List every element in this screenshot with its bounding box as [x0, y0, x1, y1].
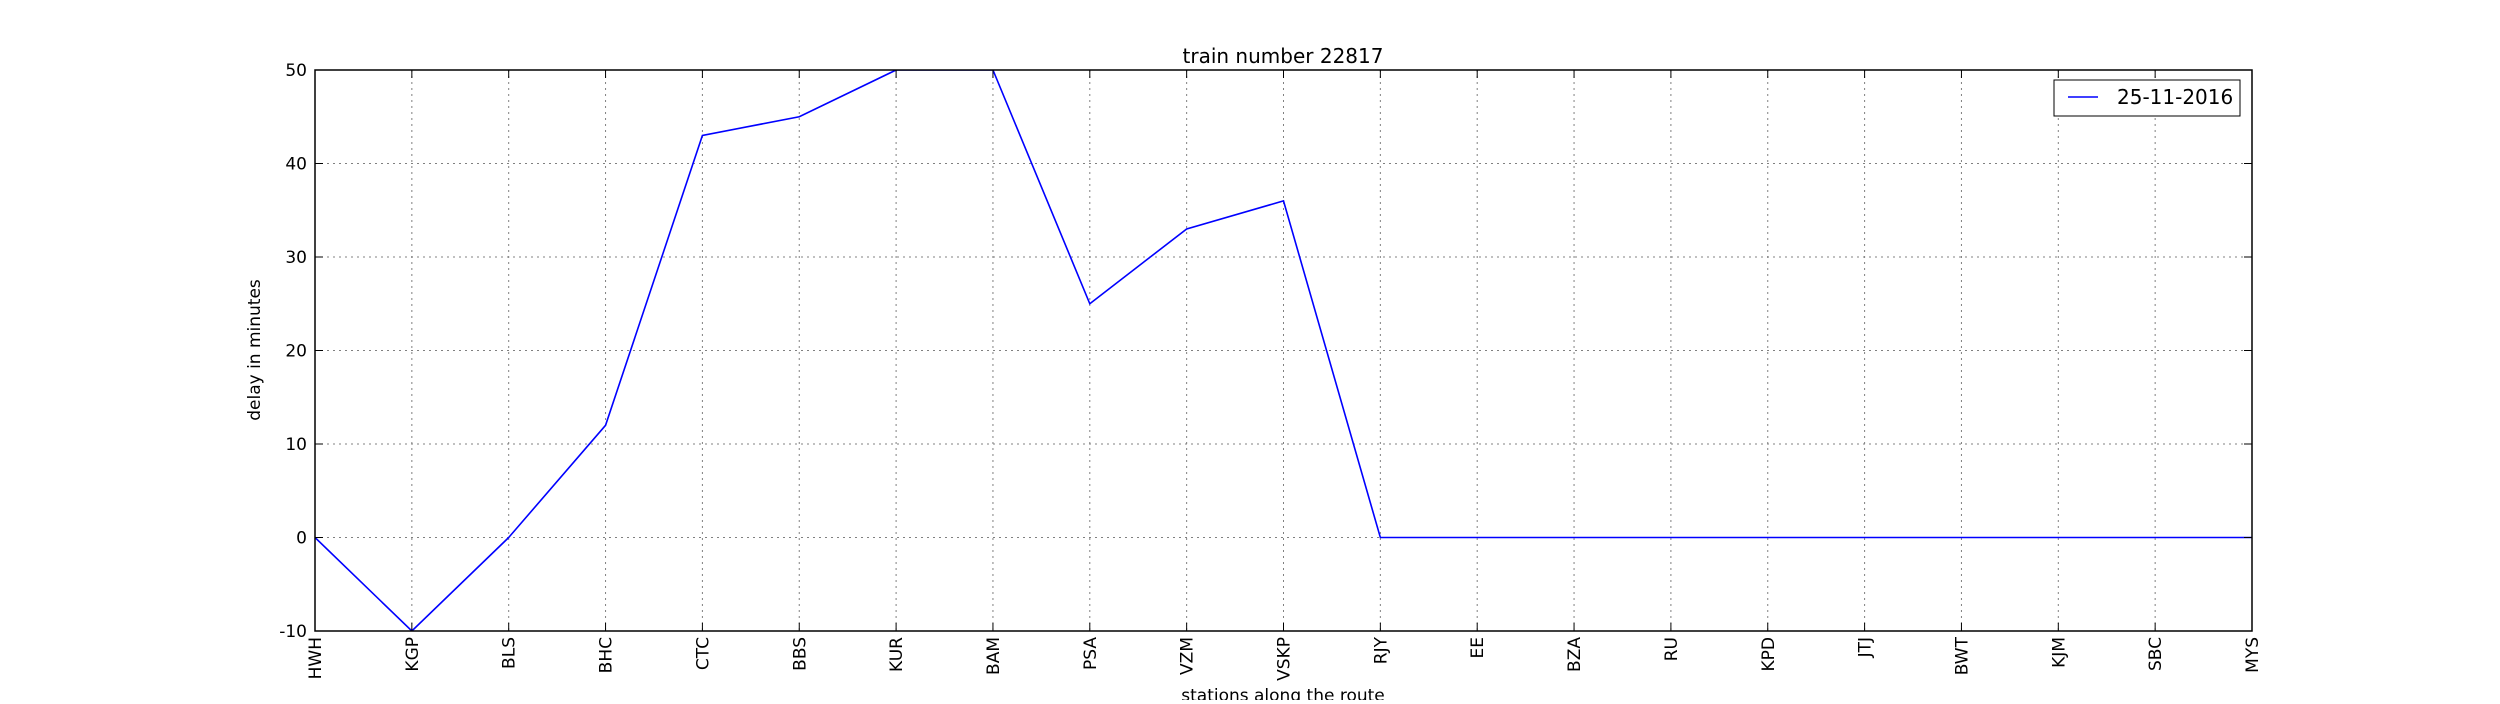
x-tick-label: EE: [1468, 637, 1488, 658]
x-axis-label: stations along the route: [1181, 686, 1385, 700]
y-tick-label: 0: [296, 529, 307, 549]
y-tick-label: 40: [285, 155, 307, 175]
x-tick-label: VZM: [1178, 637, 1198, 675]
x-tick-label: KUR: [887, 637, 907, 672]
x-tick-label: BZA: [1565, 637, 1585, 672]
legend: 25-11-2016: [2054, 80, 2240, 116]
y-tick-label: 20: [285, 342, 307, 362]
x-tick-label: BAM: [984, 637, 1004, 675]
y-tick-label: 10: [285, 435, 307, 455]
x-tick-label: BHC: [597, 637, 617, 673]
x-tick-label: BWT: [1952, 636, 1972, 675]
x-tick-label: JTJ: [1856, 637, 1876, 658]
x-tick-label: VSKP: [1275, 637, 1295, 681]
x-tick-label: MYS: [2243, 637, 2263, 673]
x-tick-label: KPD: [1759, 637, 1779, 672]
x-tick-label: PSA: [1081, 637, 1101, 670]
x-tick-label: SBC: [2146, 637, 2166, 671]
x-tick-label: KJM: [2049, 637, 2069, 668]
x-tick-label: BLS: [500, 637, 520, 669]
x-tick-label: CTC: [693, 637, 713, 670]
x-tick-label: RJY: [1371, 636, 1391, 664]
y-tick-label: 50: [285, 61, 307, 81]
legend-label: 25-11-2016: [2117, 85, 2233, 109]
y-axis-label: delay in minutes: [245, 279, 265, 421]
x-tick-label: HWH: [306, 637, 326, 679]
chart-title: train number 22817: [1183, 44, 1384, 68]
x-tick-label: RU: [1662, 637, 1682, 661]
y-tick-label: -10: [279, 622, 307, 642]
y-tick-label: 30: [285, 248, 307, 268]
x-tick-label: KGP: [403, 637, 423, 672]
x-tick-label: BBS: [790, 637, 810, 671]
